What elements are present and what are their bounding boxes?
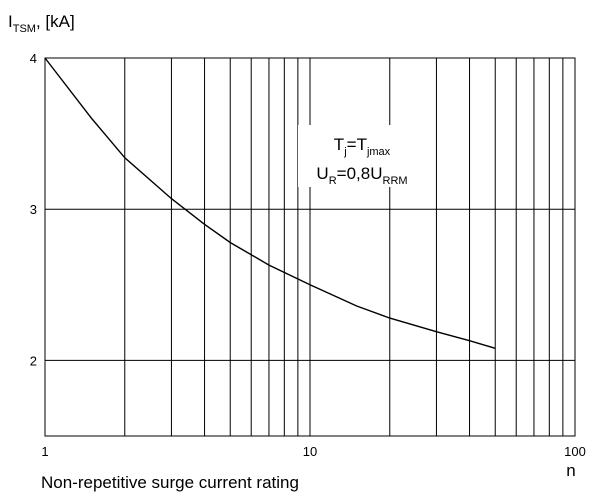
chart-caption: Non-repetitive surge current rating — [41, 473, 299, 492]
grid-lines — [45, 58, 575, 436]
annotation-line-2: UR=0,8URRM — [316, 164, 407, 187]
x-tick-label: 100 — [564, 444, 586, 459]
series-curve — [44, 57, 496, 349]
y-axis-label: ITSM, [kA] — [8, 12, 75, 35]
y-tick-label: 3 — [30, 202, 37, 217]
plot-frame — [44, 57, 576, 437]
x-tick-label: 10 — [303, 444, 317, 459]
y-tick-label: 2 — [30, 353, 37, 368]
annotation-line-1: Tj=Tjmax — [334, 135, 391, 158]
y-tick-label: 4 — [30, 51, 37, 66]
x-axis-label: n — [566, 461, 575, 480]
annotation-background — [298, 125, 426, 187]
x-tick-label: 1 — [41, 444, 48, 459]
tick-labels: 1 10 100 2 3 4 — [30, 51, 586, 459]
